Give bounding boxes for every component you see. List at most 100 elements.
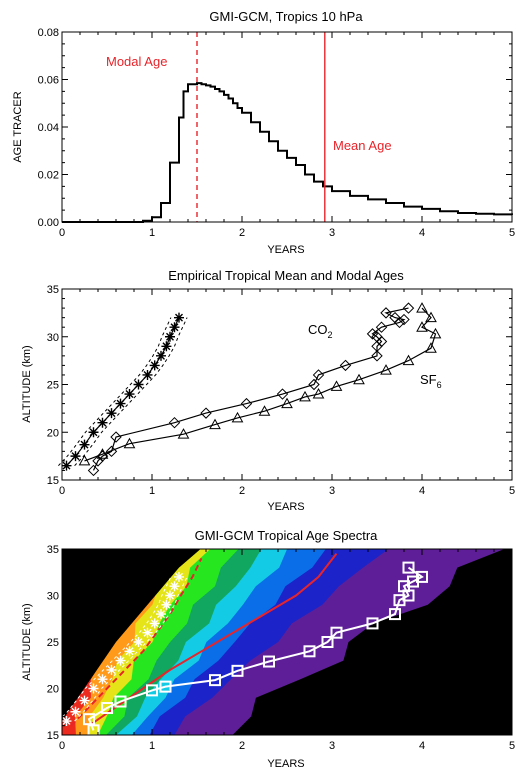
panel1-title: GMI-GCM, Tropics 10 hPa <box>209 9 363 24</box>
modal-age-point <box>133 637 144 647</box>
panel3-ytick-label: 30 <box>47 591 59 603</box>
modal-age-point <box>142 627 153 638</box>
model-age-point <box>209 674 221 687</box>
sf6-point <box>123 437 136 449</box>
modal-age-point <box>62 716 72 727</box>
model-age-point <box>114 695 127 708</box>
sf6-point <box>96 448 109 459</box>
modal-envelope-right <box>74 576 188 722</box>
panel2-ylabel: ALTITUDE (km) <box>21 345 33 422</box>
panel1-frame <box>61 31 513 223</box>
co2-point <box>339 359 352 372</box>
panel2-ytick-label: 20 <box>47 427 59 439</box>
modal-age-point <box>88 683 99 694</box>
empirical-ages-panel: Empirical Tropical Mean and Modal Ages 0… <box>21 268 515 513</box>
modal-age-point <box>115 655 126 666</box>
panel2-title: Empirical Tropical Mean and Modal Ages <box>168 268 404 283</box>
sf6-point <box>353 373 365 385</box>
panel1-xtick-label: 2 <box>239 227 245 239</box>
modal-age-point <box>149 618 160 629</box>
modal-age-point <box>169 581 180 592</box>
co2-point <box>375 335 388 348</box>
co2-point <box>380 307 392 319</box>
panel2-plot-area: 0 1 2 3 4 5 15 20 25 30 35 <box>47 284 515 497</box>
modal-age-point <box>124 646 135 657</box>
panel1-xtick-label: 0 <box>59 227 65 239</box>
model-age-point <box>231 664 244 677</box>
sf6-point <box>402 354 415 366</box>
panel3-xtick-label: 4 <box>419 740 425 752</box>
co2-point <box>402 302 415 314</box>
panel2-ytick-label: 30 <box>47 332 59 344</box>
panel3-title: GMI-GCM Tropical Age Spectra <box>195 528 379 543</box>
co2-point <box>240 397 253 410</box>
panel3-xtick-label: 5 <box>509 740 515 752</box>
panel2-xtick-label: 5 <box>509 485 515 497</box>
sf6-label: SF6 <box>420 372 442 390</box>
modal-point <box>106 408 117 419</box>
panel1-ylabel: AGE TRACER <box>12 91 24 162</box>
sf6-point <box>231 411 244 423</box>
panel1-ytick-label: 0.00 <box>38 217 59 229</box>
co2-point <box>308 378 320 391</box>
model-age-point <box>303 645 316 658</box>
model-age-point <box>146 684 158 697</box>
modal-point <box>169 322 180 333</box>
age-tracer-panel: GMI-GCM, Tropics 10 hPa 0 1 2 3 4 5 0.00 0.02 0.… <box>12 9 515 256</box>
panel2-xtick-label: 1 <box>149 485 155 497</box>
model-age-point <box>87 724 100 735</box>
sf6-point <box>78 454 91 466</box>
co2-point <box>398 313 410 326</box>
sf6-point <box>380 364 392 375</box>
co2-line <box>92 307 409 471</box>
panel1-xtick-label: 4 <box>419 227 425 239</box>
sf6-point <box>416 321 428 332</box>
modal-point <box>174 312 184 323</box>
modal-point <box>156 350 166 361</box>
co2-point <box>168 416 181 429</box>
modal-point <box>70 451 81 462</box>
sf6-point <box>425 342 437 353</box>
modal-point <box>115 398 126 409</box>
panel1-ytick-label: 0.08 <box>38 27 59 39</box>
co2-label: CO2 <box>308 322 333 340</box>
modal-age-envelope-right <box>74 317 188 467</box>
co2-point <box>389 311 401 324</box>
co2-point <box>371 340 383 353</box>
modal-point <box>124 389 135 400</box>
modal-age-point <box>161 599 172 610</box>
co2-point <box>92 455 104 467</box>
modal-age-curve <box>70 557 203 727</box>
modal-age-envelope-left <box>58 317 172 467</box>
panel1-ytick-label: 0.04 <box>38 122 59 134</box>
panel2-xtick-label: 0 <box>59 485 65 497</box>
sf6-point <box>258 405 271 416</box>
model-age-point <box>83 713 95 726</box>
modal-point <box>79 439 90 450</box>
panel2-ytick-label: 15 <box>47 475 59 487</box>
co2-point <box>87 464 100 477</box>
sf6-point <box>299 390 311 402</box>
sf6-line <box>84 307 437 462</box>
panel3-xlabel: YEARS <box>267 758 304 770</box>
panel3-ytick-label: 25 <box>47 637 59 649</box>
model-age-point <box>389 608 401 621</box>
co2-point <box>200 407 212 419</box>
modal-age-label: Modal Age <box>106 54 167 69</box>
panel3-frame <box>61 548 513 736</box>
sf6-point <box>330 380 343 391</box>
panel2-frame <box>61 288 513 481</box>
panel3-xtick-label: 1 <box>149 740 155 752</box>
sf6-point <box>177 428 190 439</box>
model-age-point <box>263 655 275 668</box>
model-age-point <box>416 570 428 583</box>
co2-point <box>371 331 383 343</box>
panel3-xtick-label: 3 <box>329 740 335 752</box>
sf6-point <box>425 311 437 323</box>
modal-age-point <box>106 664 117 675</box>
panel1-ytick-label: 0.06 <box>38 75 59 87</box>
panel3-xtick-label: 0 <box>59 740 65 752</box>
model-age-point <box>366 617 379 630</box>
model-age-point <box>159 680 172 693</box>
co2-point <box>276 388 289 400</box>
